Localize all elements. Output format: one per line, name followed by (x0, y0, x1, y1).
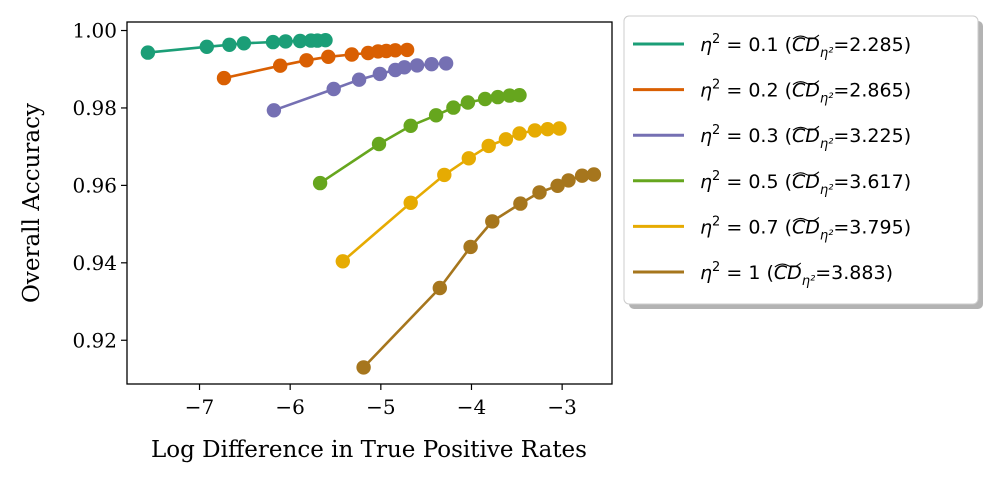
data-point (490, 89, 505, 105)
legend-entry-eta-0.5: η2 = 0.5 (CDη²=3.617) (633, 169, 911, 198)
legend-entries: η2 = 0.1 (CDη²=2.285) η2 = 0.2 (CDη²=2.86… (633, 32, 911, 289)
legend-label: η2 = 0.5 (CDη²=3.617) (700, 169, 911, 198)
tilde-mark (792, 216, 820, 222)
series-eta-0.2 (216, 42, 415, 86)
legend-label: η2 = 0.3 (CDη²=3.225) (700, 123, 911, 152)
data-point (222, 37, 237, 52)
data-point (481, 138, 496, 154)
data-point (512, 88, 527, 103)
data-point (236, 36, 252, 51)
data-point (446, 100, 461, 115)
data-point (463, 239, 478, 255)
x-tick-label: −7 (185, 395, 214, 419)
data-point (527, 123, 543, 138)
data-point (424, 56, 439, 72)
series-eta-0.1 (140, 33, 333, 60)
series-eta-1 (356, 167, 602, 375)
data-point (403, 195, 418, 210)
data-point (265, 34, 281, 50)
x-tick-label: −3 (547, 395, 576, 419)
x-tick-label: −6 (275, 395, 304, 419)
series-eta-0.5 (312, 88, 527, 191)
series-eta-0.7 (335, 121, 567, 269)
data-point (574, 168, 590, 183)
data-point (292, 33, 308, 49)
data-point (335, 254, 350, 269)
data-point (550, 178, 565, 193)
data-point (477, 91, 493, 107)
data-point (372, 66, 388, 82)
x-tick-label: −4 (457, 395, 486, 419)
y-tick-label: 0.92 (72, 328, 117, 352)
series-line (362, 173, 595, 369)
legend-label: η2 = 0.7 (CDη²=3.795) (700, 214, 911, 243)
legend-label: η2 = 1 (CDη²=3.883) (700, 260, 893, 289)
plot-area (126, 21, 613, 385)
data-point (397, 60, 412, 75)
x-tick-label: −5 (366, 395, 395, 419)
legend-box (623, 15, 979, 305)
data-point (351, 72, 367, 87)
data-point (371, 136, 387, 152)
tilde-mark (792, 34, 820, 40)
data-point (273, 58, 288, 73)
data-point (561, 173, 576, 188)
data-point (399, 42, 415, 58)
legend-entry-eta-1: η2 = 1 (CDη²=3.883) (633, 260, 893, 289)
data-point (409, 58, 425, 73)
tilde-mark (792, 171, 820, 177)
data-point (586, 167, 602, 182)
legend-entry-eta-0.1: η2 = 0.1 (CDη²=2.285) (633, 32, 911, 61)
y-tick-label: 1.00 (72, 19, 117, 43)
data-point (356, 360, 371, 375)
data-point (485, 214, 500, 229)
data-point (312, 175, 328, 191)
legend-entry-eta-0.2: η2 = 0.2 (CDη²=2.865) (633, 78, 911, 107)
data-point (428, 108, 444, 123)
legend: η2 = 0.1 (CDη²=2.285) η2 = 0.2 (CDη²=2.86… (623, 15, 983, 309)
data-point (432, 280, 447, 296)
x-axis-label: Log Difference in True Positive Rates (151, 437, 587, 463)
data-point (388, 43, 403, 58)
data-point (540, 122, 555, 137)
data-point (512, 126, 527, 141)
series-eta-0.3 (266, 56, 454, 118)
data-point (299, 53, 314, 68)
legend-entry-eta-0.7: η2 = 0.7 (CDη²=3.795) (633, 214, 911, 243)
x-axis: −7 −6 −5 −4 −3 (185, 384, 577, 419)
y-tick-label: 0.98 (72, 96, 117, 120)
data-point (326, 81, 341, 97)
data-point (318, 33, 333, 48)
data-point (403, 118, 418, 133)
legend-label: η2 = 0.2 (CDη²=2.865) (700, 78, 911, 107)
y-tick-label: 0.96 (72, 173, 117, 197)
tilde-mark (792, 80, 820, 86)
y-tick-label: 0.94 (72, 251, 117, 275)
data-point (344, 47, 359, 62)
data-point (532, 185, 547, 200)
tilde-mark (792, 125, 820, 131)
legend-entry-eta-0.3: η2 = 0.3 (CDη²=3.225) (633, 123, 911, 152)
tilde-mark (774, 262, 802, 268)
axes-frame (126, 21, 613, 385)
data-point (140, 45, 156, 60)
data-point (216, 70, 232, 86)
y-axis: 0.92 0.94 0.96 0.98 1.00 (72, 19, 127, 352)
data-point (552, 121, 567, 136)
data-point (461, 151, 476, 166)
data-point (438, 56, 454, 71)
data-point (498, 132, 514, 147)
data-point (460, 95, 476, 110)
data-point (278, 34, 293, 49)
data-point (513, 196, 528, 211)
data-point (266, 103, 282, 118)
series-layer (140, 33, 602, 375)
data-point (321, 49, 336, 64)
data-point (199, 39, 214, 54)
legend-label: η2 = 0.1 (CDη²=2.285) (700, 32, 911, 61)
data-point (437, 167, 452, 183)
y-axis-label: Overall Accuracy (19, 103, 45, 303)
